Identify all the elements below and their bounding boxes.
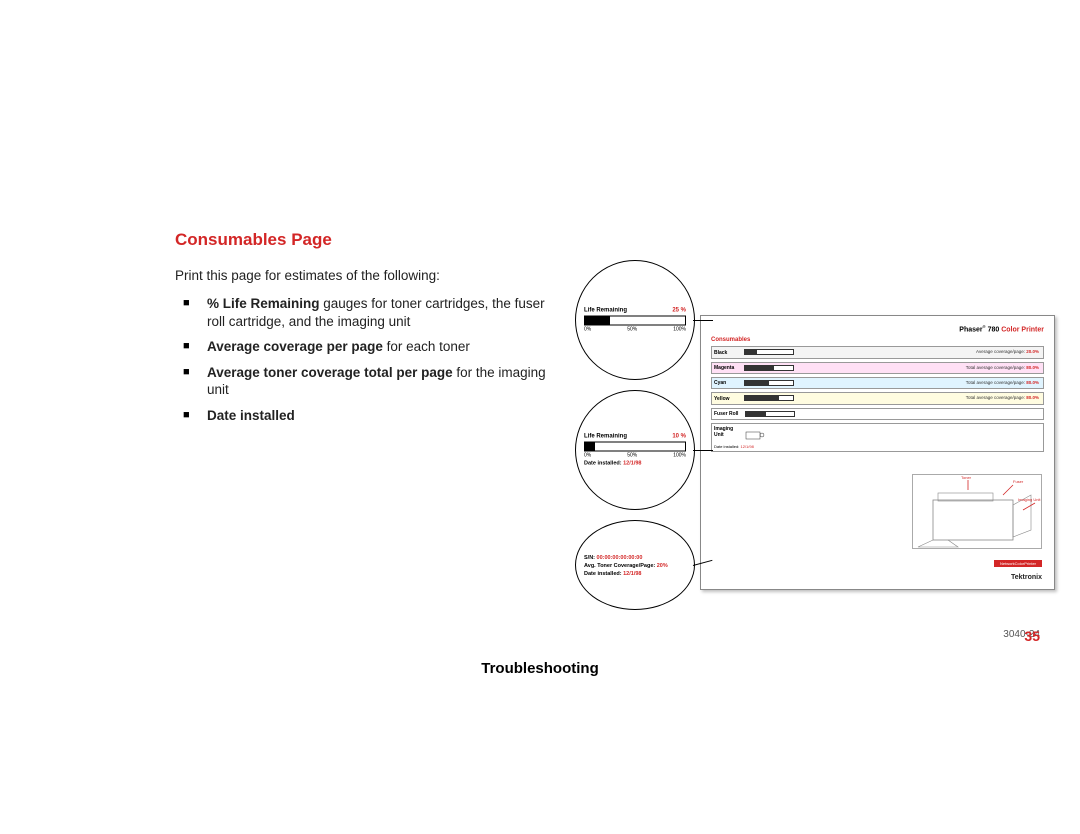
bullet-list: % Life Remaining gauges for toner cartri… xyxy=(175,295,555,424)
imaging-date-val: 12/1/98 xyxy=(740,444,753,449)
printout-page: Phaser® 780 Color Printer Consumables Bl… xyxy=(700,315,1055,590)
footer-section: Troubleshooting xyxy=(0,660,1080,677)
c2-date-label: Date installed: xyxy=(584,461,622,467)
section-heading: Consumables Page xyxy=(175,230,1055,250)
c2-date-val: 12/1/98 xyxy=(623,461,641,467)
title-pre: Phaser xyxy=(959,326,982,333)
bullet-item: Average toner coverage total per page fo… xyxy=(175,364,555,399)
callout-stat-line: Avg. Toner Coverage/Page: 20% xyxy=(584,563,686,569)
leader-line-1 xyxy=(693,320,713,321)
c1-label: Life Remaining xyxy=(584,308,627,314)
illus-fuser-label: Fuser xyxy=(1013,479,1024,484)
callout-life-remaining-1: Life Remaining 25 % 0%50%100% xyxy=(575,260,695,380)
callout-stat-line: Date installed: 12/1/98 xyxy=(584,571,686,577)
leader-line-2 xyxy=(693,450,713,451)
printer-illustration: Toner Fuser Imaging Unit xyxy=(912,474,1042,549)
callout-stat-line: S/N: 00:00:00:00:00:00 xyxy=(584,555,686,561)
c1-ticks: 0%50%100% xyxy=(584,327,686,333)
toner-section: YellowTotal average coverage/page: 80.0% xyxy=(711,392,1044,404)
c2-label: Life Remaining xyxy=(584,434,627,440)
toner-section: CyanTotal average coverage/page: 80.0% xyxy=(711,377,1044,389)
callout-stats: S/N: 00:00:00:00:00:00 Avg. Toner Coverag… xyxy=(575,520,695,610)
illus-toner-label: Toner xyxy=(961,475,972,480)
imaging-label: Imaging Unit xyxy=(714,426,744,438)
fuser-label: Fuser Roll xyxy=(714,411,744,417)
imaging-date-label: Date installed: xyxy=(714,444,739,449)
c2-ticks: 0%50%100% xyxy=(584,453,686,459)
c1-pct: 25 % xyxy=(672,308,686,314)
bullet-item: Date installed xyxy=(175,407,555,425)
illus-imaging-label: Imaging Unit xyxy=(1018,497,1041,502)
toner-sections: BlackAverage coverage/page: 20.0% Magenta… xyxy=(711,346,1044,404)
toner-section: BlackAverage coverage/page: 20.0% xyxy=(711,346,1044,358)
printout-title: Phaser® 780 Color Printer xyxy=(711,324,1044,333)
imaging-section: Imaging Unit Date installed: 12/1/98 xyxy=(711,423,1044,452)
bullet-item: % Life Remaining gauges for toner cartri… xyxy=(175,295,555,330)
consumables-label: Consumables xyxy=(711,337,1044,343)
bullet-item: Average coverage per page for each toner xyxy=(175,338,555,356)
toner-section: MagentaTotal average coverage/page: 80.0… xyxy=(711,362,1044,374)
tek-badge: NetworkColorPrinter xyxy=(994,560,1042,567)
callout-life-remaining-2: Life Remaining 10 % 0%50%100% Date insta… xyxy=(575,390,695,510)
figure: Phaser® 780 Color Printer Consumables Bl… xyxy=(575,250,1065,610)
fuser-section: Fuser Roll xyxy=(711,408,1044,420)
tektronix-brand: Tektronix xyxy=(1011,574,1042,581)
page-number: 35 xyxy=(1024,628,1040,644)
title-post: Color Printer xyxy=(1001,326,1044,333)
c2-pct: 10 % xyxy=(672,434,686,440)
title-num: 780 xyxy=(988,326,1000,333)
